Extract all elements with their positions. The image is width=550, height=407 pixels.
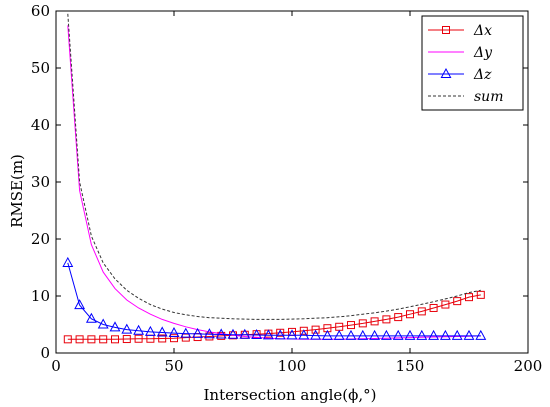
data-point-delta-x [134, 334, 143, 343]
data-point-delta-z [286, 329, 298, 340]
data-point-delta-z [180, 327, 192, 338]
data-point-delta-z [274, 329, 286, 340]
legend-item-delta-x: Δx [428, 23, 492, 39]
data-point-delta-x [170, 334, 178, 343]
data-point-delta-z [357, 329, 369, 340]
data-point-delta-x [99, 335, 108, 344]
data-point-delta-x [311, 325, 320, 334]
data-point-delta-x [299, 326, 308, 335]
y-tick-label: 50 [31, 59, 50, 77]
data-point-delta-z [215, 328, 227, 339]
data-point-delta-x [347, 321, 355, 330]
data-point-delta-z [416, 329, 428, 340]
data-point-delta-z [392, 329, 404, 340]
y-tick-label: 0 [40, 344, 50, 362]
data-point-delta-x [370, 317, 379, 326]
data-point-delta-z [239, 328, 251, 339]
data-point-delta-z [192, 327, 204, 338]
y-tick-label: 60 [31, 2, 50, 20]
legend-item-delta-y: Δy [428, 45, 493, 61]
legend-marker [442, 26, 450, 34]
data-point-delta-x [417, 307, 426, 316]
series-line-sum [67, 13, 481, 320]
legend-item-sum: sum [428, 89, 503, 105]
data-point-delta-x [453, 297, 462, 306]
legend [421, 15, 524, 111]
data-point-delta-z [262, 329, 274, 340]
data-point-delta-z [451, 329, 463, 340]
x-tick-label: 50 [164, 357, 183, 375]
data-point-delta-z [369, 329, 381, 340]
data-point-delta-x [111, 335, 119, 344]
data-point-delta-z [62, 256, 74, 267]
legend-label: Δz [473, 67, 492, 83]
data-point-delta-x [406, 310, 414, 319]
y-axis-label: RMSE(m) [8, 154, 26, 228]
data-point-delta-x [75, 335, 84, 344]
data-point-delta-x [429, 303, 438, 312]
data-point-delta-z [310, 329, 322, 340]
data-point-delta-z [321, 329, 333, 340]
data-point-delta-x [122, 335, 131, 344]
data-point-delta-z [168, 326, 180, 338]
series-sum [67, 13, 481, 320]
x-axis-label: Intersection angle(ϕ,°) [204, 386, 377, 404]
data-point-delta-x [358, 319, 367, 328]
y-tick-label: 10 [31, 287, 50, 305]
series-delta-z [62, 256, 487, 340]
data-point-delta-z [121, 323, 133, 334]
series-delta-y [67, 25, 481, 340]
data-point-delta-z [475, 329, 487, 340]
data-point-delta-x [441, 300, 450, 309]
data-point-delta-x [158, 334, 167, 343]
data-point-delta-x [382, 315, 391, 324]
data-point-delta-x [87, 335, 96, 344]
data-point-delta-z [97, 318, 109, 329]
series-line-delta-y [67, 25, 481, 340]
legend-item-delta-z: Δz [428, 67, 492, 83]
data-point-delta-z [203, 328, 215, 339]
data-point-delta-x [465, 293, 473, 302]
y-tick-label: 30 [31, 173, 50, 191]
data-point-delta-z [156, 326, 168, 337]
data-point-delta-z [298, 329, 310, 340]
data-point-delta-z [74, 299, 86, 310]
x-tick-label: 200 [514, 357, 543, 375]
data-point-delta-z [85, 312, 97, 323]
series-line-delta-x [67, 294, 481, 340]
data-point-delta-z [439, 329, 451, 340]
y-tick-label: 20 [31, 230, 50, 248]
data-point-delta-z [227, 328, 239, 339]
legend-label: sum [474, 89, 503, 105]
data-point-delta-z [380, 329, 392, 340]
data-point-delta-z [133, 324, 145, 335]
legend-label: Δx [473, 23, 492, 39]
y-tick-label: 40 [31, 116, 50, 134]
x-tick-label: 100 [278, 357, 307, 375]
data-point-delta-x [63, 335, 72, 344]
data-point-delta-x [476, 290, 485, 299]
data-point-delta-z [345, 329, 357, 340]
legend-marker [440, 67, 452, 78]
series-line-delta-z [67, 262, 481, 337]
data-point-delta-z [109, 321, 121, 332]
data-point-delta-z [463, 329, 475, 340]
data-point-delta-z [404, 329, 416, 340]
data-point-delta-x [394, 313, 403, 322]
x-tick-label: 150 [396, 357, 425, 375]
data-point-delta-z [251, 328, 263, 340]
x-tick-label: 0 [51, 357, 61, 375]
legend-label: Δy [473, 45, 493, 61]
data-point-delta-z [428, 329, 440, 340]
data-point-delta-z [144, 325, 156, 336]
data-point-delta-z [333, 329, 345, 340]
data-point-delta-x [276, 328, 285, 337]
